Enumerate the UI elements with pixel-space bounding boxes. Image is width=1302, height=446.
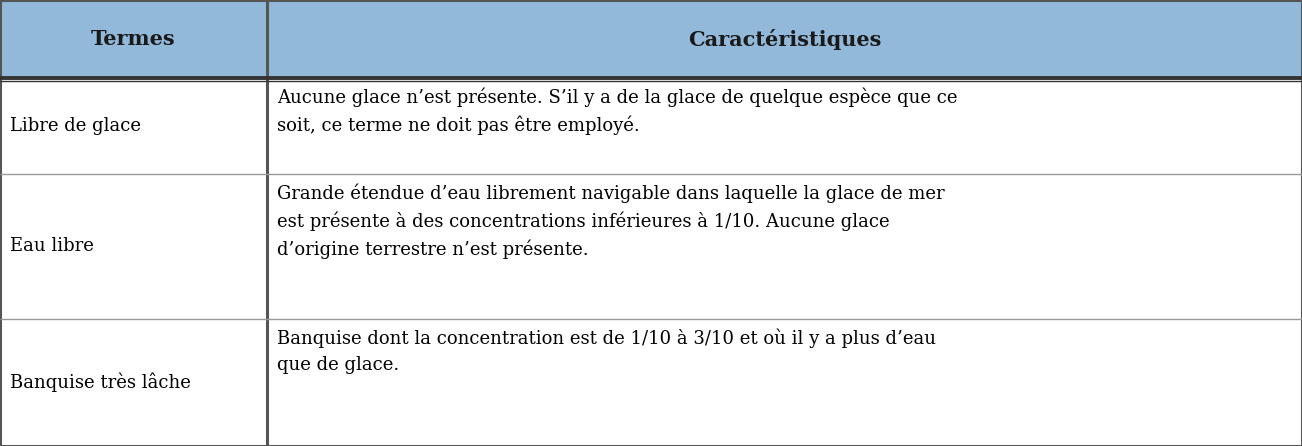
Text: Eau libre: Eau libre [10, 237, 94, 256]
Text: Banquise dont la concentration est de 1/10 à 3/10 et où il y a plus d’eau
que de: Banquise dont la concentration est de 1/… [277, 329, 936, 374]
Bar [267, 174, 1302, 319]
Text: Aucune glace n’est présente. S’il y a de la glace de quelque espèce que ce
soit,: Aucune glace n’est présente. S’il y a de… [277, 88, 958, 136]
Text: Grande étendue d’eau librement navigable dans laquelle la glace de mer
est prése: Grande étendue d’eau librement navigable… [277, 184, 945, 259]
Text: Libre de glace: Libre de glace [10, 117, 142, 135]
Bar [0, 0, 267, 78]
Bar [0, 174, 267, 319]
Text: Banquise très lâche: Banquise très lâche [10, 373, 191, 392]
Bar [267, 78, 1302, 174]
Text: Caractéristiques: Caractéristiques [687, 29, 881, 50]
Bar [0, 319, 267, 446]
Text: Termes: Termes [91, 29, 176, 49]
Bar [267, 319, 1302, 446]
Bar [0, 78, 267, 174]
Bar [267, 0, 1302, 78]
